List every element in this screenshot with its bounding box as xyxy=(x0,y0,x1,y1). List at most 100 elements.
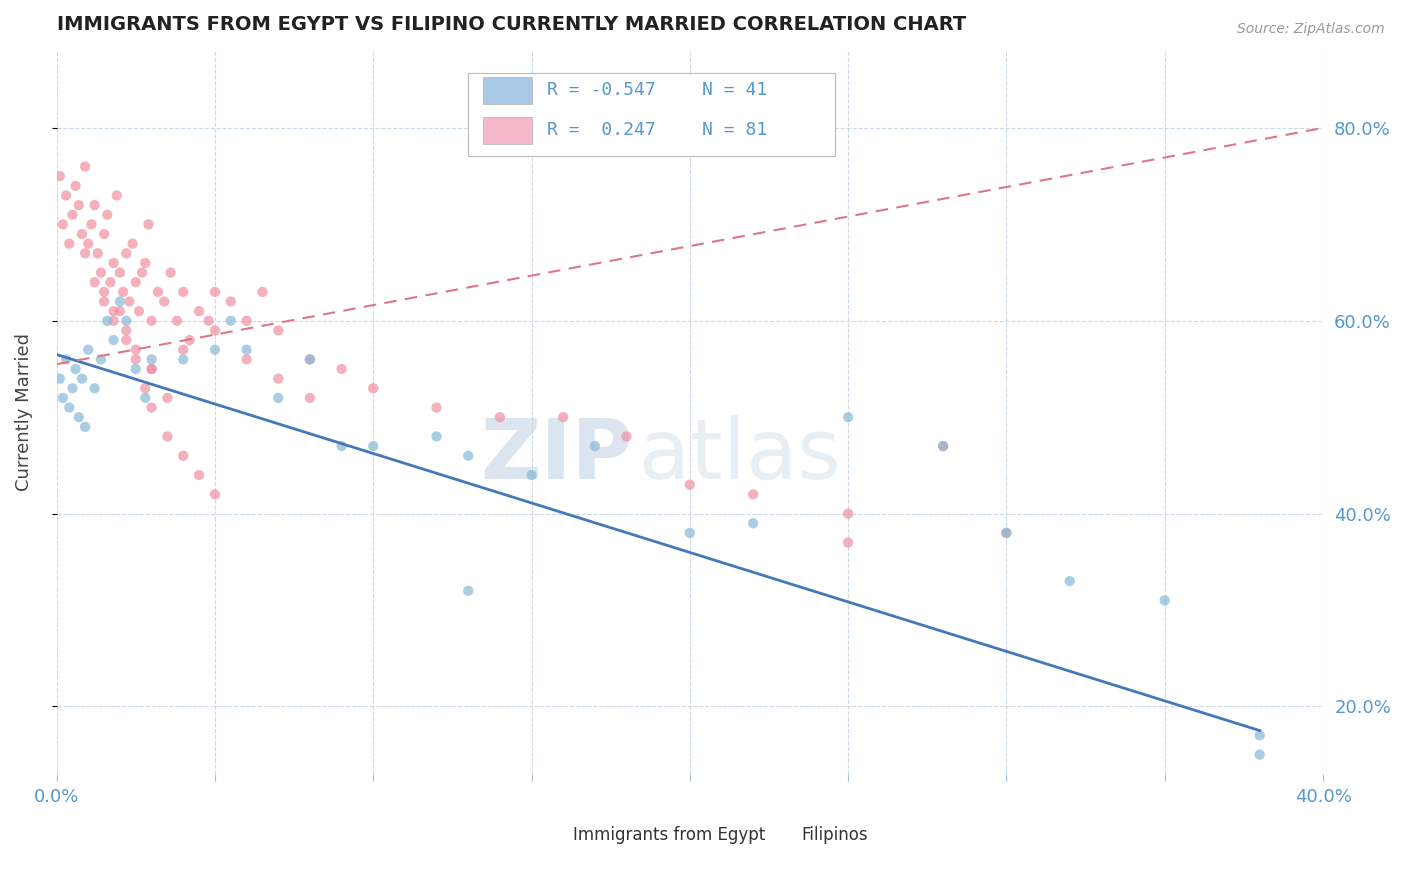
Point xyxy=(118,294,141,309)
Point xyxy=(159,266,181,280)
Point xyxy=(267,391,290,405)
Point xyxy=(49,169,72,184)
Point xyxy=(457,449,479,463)
Point xyxy=(90,266,112,280)
Point xyxy=(141,352,163,367)
Point xyxy=(108,304,131,318)
FancyBboxPatch shape xyxy=(468,72,835,156)
Point xyxy=(87,246,110,260)
Point xyxy=(298,391,321,405)
Point xyxy=(204,323,226,337)
Point xyxy=(75,246,97,260)
Text: atlas: atlas xyxy=(640,416,841,496)
Point xyxy=(67,198,90,212)
Point xyxy=(204,487,226,501)
Point xyxy=(166,314,188,328)
Point xyxy=(93,227,115,241)
Point xyxy=(1153,593,1175,607)
Point xyxy=(267,323,290,337)
Point xyxy=(100,275,122,289)
Point xyxy=(52,218,75,232)
Text: R = -0.547: R = -0.547 xyxy=(547,81,655,99)
Point xyxy=(583,439,606,453)
Point xyxy=(742,487,765,501)
Point xyxy=(679,477,702,491)
Point xyxy=(62,381,84,395)
Point xyxy=(172,343,194,357)
Point xyxy=(219,294,242,309)
Point xyxy=(146,285,169,299)
Point xyxy=(995,525,1018,540)
Point xyxy=(65,362,87,376)
Text: R =  0.247: R = 0.247 xyxy=(547,120,655,138)
Point xyxy=(141,362,163,376)
Point xyxy=(108,294,131,309)
Point xyxy=(125,343,148,357)
Point xyxy=(520,468,543,483)
Point xyxy=(131,266,153,280)
Point xyxy=(93,294,115,309)
Point xyxy=(55,352,77,367)
Point xyxy=(141,314,163,328)
Point xyxy=(115,323,138,337)
Point xyxy=(679,525,702,540)
Point xyxy=(105,188,128,202)
Point xyxy=(156,391,179,405)
Point xyxy=(138,218,160,232)
Point xyxy=(489,410,512,425)
Point xyxy=(83,381,105,395)
Point xyxy=(188,304,211,318)
Point xyxy=(172,285,194,299)
Point xyxy=(93,285,115,299)
Point xyxy=(103,256,125,270)
Point xyxy=(125,362,148,376)
Point xyxy=(103,333,125,347)
FancyBboxPatch shape xyxy=(513,824,561,848)
FancyBboxPatch shape xyxy=(484,77,531,104)
Point xyxy=(70,371,93,385)
Text: N = 81: N = 81 xyxy=(703,120,768,138)
Point xyxy=(235,343,257,357)
Point xyxy=(197,314,219,328)
Point xyxy=(141,362,163,376)
Point xyxy=(134,256,156,270)
Point xyxy=(55,188,77,202)
Point xyxy=(179,333,201,347)
Point xyxy=(156,429,179,443)
Point xyxy=(235,314,257,328)
Point xyxy=(58,401,80,415)
Point xyxy=(103,314,125,328)
Point xyxy=(1059,574,1081,588)
Point xyxy=(134,381,156,395)
Point xyxy=(52,391,75,405)
Point xyxy=(425,429,447,443)
Point xyxy=(77,236,100,251)
Point xyxy=(70,227,93,241)
Point xyxy=(837,535,859,549)
Point xyxy=(298,352,321,367)
Point xyxy=(1249,747,1271,762)
Point xyxy=(172,352,194,367)
Point xyxy=(330,439,353,453)
Point xyxy=(67,410,90,425)
Point xyxy=(121,236,143,251)
Point xyxy=(125,352,148,367)
Point xyxy=(172,449,194,463)
Point xyxy=(75,160,97,174)
Point xyxy=(219,314,242,328)
Point xyxy=(141,401,163,415)
Point xyxy=(125,275,148,289)
Point xyxy=(742,516,765,531)
Point xyxy=(108,266,131,280)
FancyBboxPatch shape xyxy=(741,824,789,848)
Point xyxy=(77,343,100,357)
Point xyxy=(115,246,138,260)
Point xyxy=(62,208,84,222)
FancyBboxPatch shape xyxy=(484,117,531,145)
Point xyxy=(90,352,112,367)
Point xyxy=(75,420,97,434)
Point xyxy=(49,371,72,385)
Point xyxy=(115,333,138,347)
Point xyxy=(267,371,290,385)
Point xyxy=(837,507,859,521)
